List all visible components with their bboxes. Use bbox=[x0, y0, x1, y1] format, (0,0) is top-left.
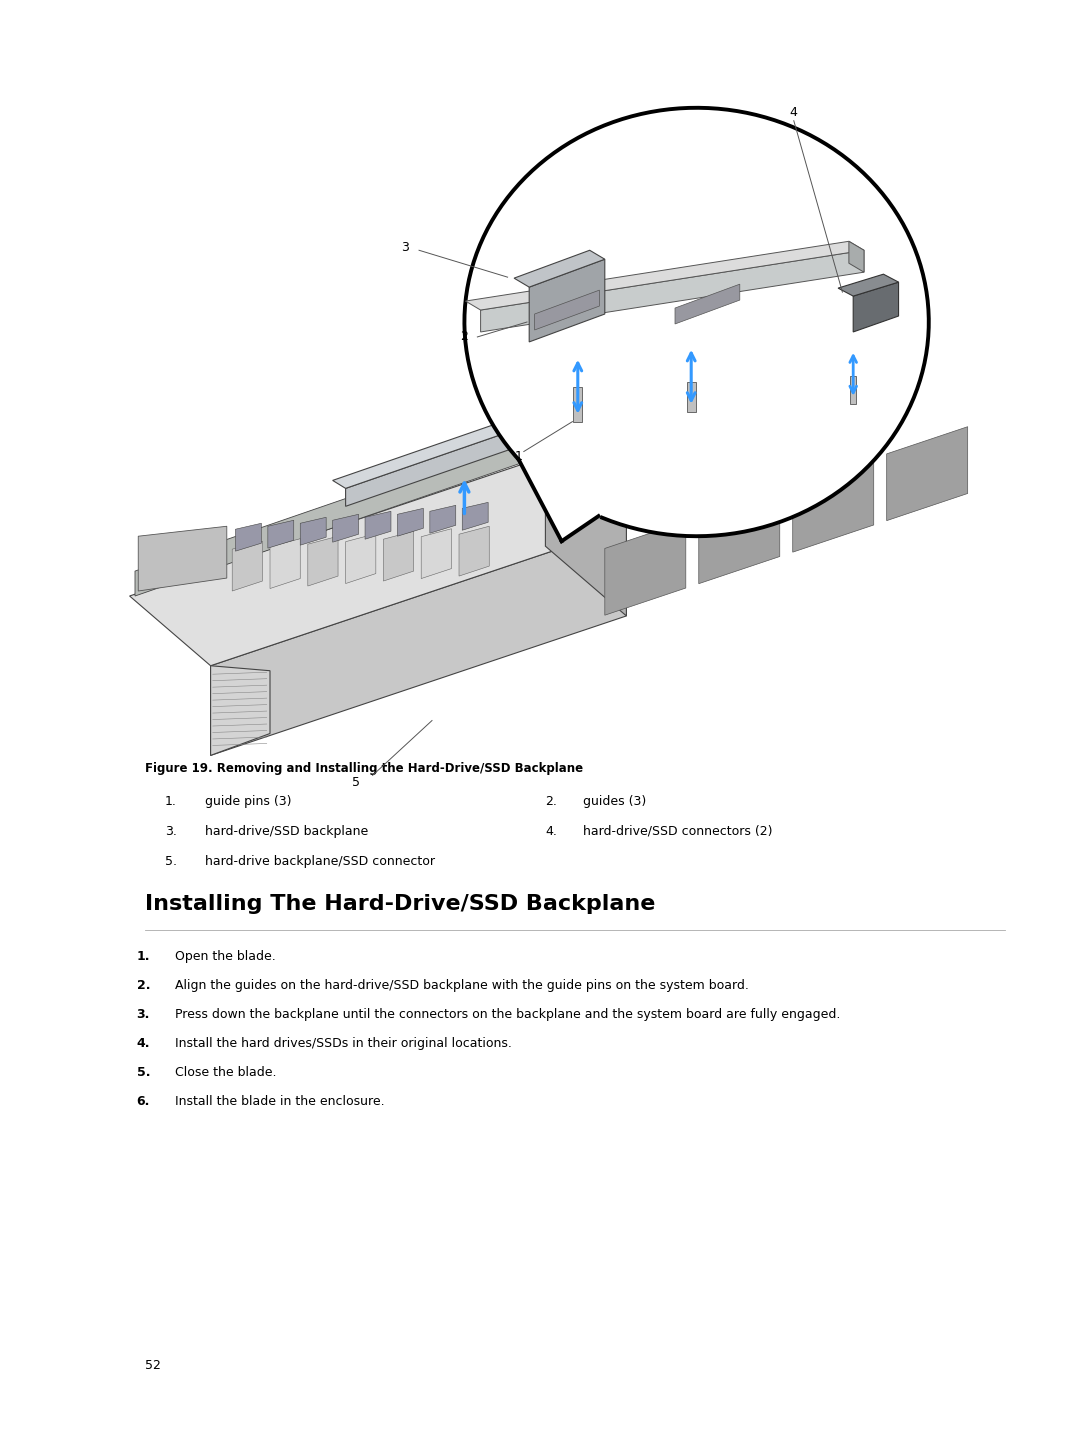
Polygon shape bbox=[235, 523, 261, 551]
Polygon shape bbox=[535, 290, 599, 330]
Text: hard-drive backplane/SSD connector: hard-drive backplane/SSD connector bbox=[205, 855, 435, 868]
Text: 2: 2 bbox=[460, 330, 469, 344]
Polygon shape bbox=[572, 379, 621, 436]
Bar bbox=[687, 381, 696, 412]
Text: 2.: 2. bbox=[136, 979, 150, 992]
Text: Open the blade.: Open the blade. bbox=[175, 949, 275, 964]
Polygon shape bbox=[346, 533, 376, 584]
Text: 1.: 1. bbox=[136, 949, 150, 964]
Polygon shape bbox=[130, 456, 626, 665]
Text: 4: 4 bbox=[789, 106, 798, 119]
Polygon shape bbox=[887, 427, 968, 521]
Text: 4.: 4. bbox=[136, 1037, 150, 1050]
Text: Install the hard drives/SSDs in their original locations.: Install the hard drives/SSDs in their or… bbox=[175, 1037, 512, 1050]
Polygon shape bbox=[211, 665, 270, 756]
Text: Figure 19. Removing and Installing the Hard-Drive/SSD Backplane: Figure 19. Removing and Installing the H… bbox=[145, 761, 583, 774]
Polygon shape bbox=[346, 399, 605, 506]
Text: Installing The Hard-Drive/SSD Backplane: Installing The Hard-Drive/SSD Backplane bbox=[145, 893, 656, 913]
Polygon shape bbox=[138, 526, 227, 591]
Polygon shape bbox=[365, 512, 391, 539]
Text: guide pins (3): guide pins (3) bbox=[205, 794, 292, 807]
Text: 3.: 3. bbox=[137, 1008, 150, 1021]
Polygon shape bbox=[270, 539, 300, 588]
Polygon shape bbox=[308, 536, 338, 587]
Polygon shape bbox=[421, 529, 451, 578]
Polygon shape bbox=[465, 241, 864, 310]
Polygon shape bbox=[333, 390, 605, 489]
Text: 1: 1 bbox=[514, 450, 523, 463]
Polygon shape bbox=[559, 371, 621, 399]
Text: guides (3): guides (3) bbox=[583, 794, 646, 807]
Polygon shape bbox=[853, 282, 899, 331]
Polygon shape bbox=[605, 522, 686, 615]
Text: 52: 52 bbox=[145, 1359, 161, 1372]
Text: Press down the backplane until the connectors on the backplane and the system bo: Press down the backplane until the conne… bbox=[175, 1008, 840, 1021]
Polygon shape bbox=[430, 505, 456, 533]
Text: Align the guides on the hard-drive/SSD backplane with the guide pins on the syst: Align the guides on the hard-drive/SSD b… bbox=[175, 979, 748, 992]
Text: Install the blade in the enclosure.: Install the blade in the enclosure. bbox=[175, 1096, 384, 1108]
Polygon shape bbox=[268, 521, 294, 548]
Polygon shape bbox=[397, 508, 423, 536]
Text: 1.: 1. bbox=[165, 794, 177, 807]
Polygon shape bbox=[333, 515, 359, 542]
Text: Close the blade.: Close the blade. bbox=[175, 1065, 276, 1078]
Text: 6.: 6. bbox=[137, 1096, 150, 1108]
Polygon shape bbox=[211, 526, 626, 756]
Polygon shape bbox=[459, 526, 489, 576]
Polygon shape bbox=[838, 274, 899, 295]
Polygon shape bbox=[462, 502, 488, 531]
Polygon shape bbox=[518, 460, 598, 541]
Text: 5.: 5. bbox=[165, 855, 177, 868]
Polygon shape bbox=[545, 456, 626, 617]
Polygon shape bbox=[300, 518, 326, 545]
Circle shape bbox=[464, 108, 929, 536]
Polygon shape bbox=[793, 459, 874, 552]
Polygon shape bbox=[529, 260, 605, 341]
Text: hard-drive/SSD connectors (2): hard-drive/SSD connectors (2) bbox=[583, 825, 772, 837]
Polygon shape bbox=[514, 251, 605, 287]
Polygon shape bbox=[135, 432, 540, 597]
Polygon shape bbox=[481, 251, 864, 331]
Bar bbox=[573, 387, 582, 422]
Text: 3.: 3. bbox=[165, 825, 177, 837]
Polygon shape bbox=[232, 541, 262, 591]
Polygon shape bbox=[383, 531, 414, 581]
Text: 5: 5 bbox=[352, 776, 361, 789]
Text: 5.: 5. bbox=[136, 1065, 150, 1078]
Bar bbox=[850, 376, 856, 404]
Polygon shape bbox=[849, 241, 864, 272]
Text: 2.: 2. bbox=[545, 794, 557, 807]
Text: 4.: 4. bbox=[545, 825, 557, 837]
Polygon shape bbox=[699, 490, 780, 584]
Text: hard-drive/SSD backplane: hard-drive/SSD backplane bbox=[205, 825, 368, 837]
Text: 3: 3 bbox=[401, 241, 409, 254]
Polygon shape bbox=[675, 284, 740, 324]
